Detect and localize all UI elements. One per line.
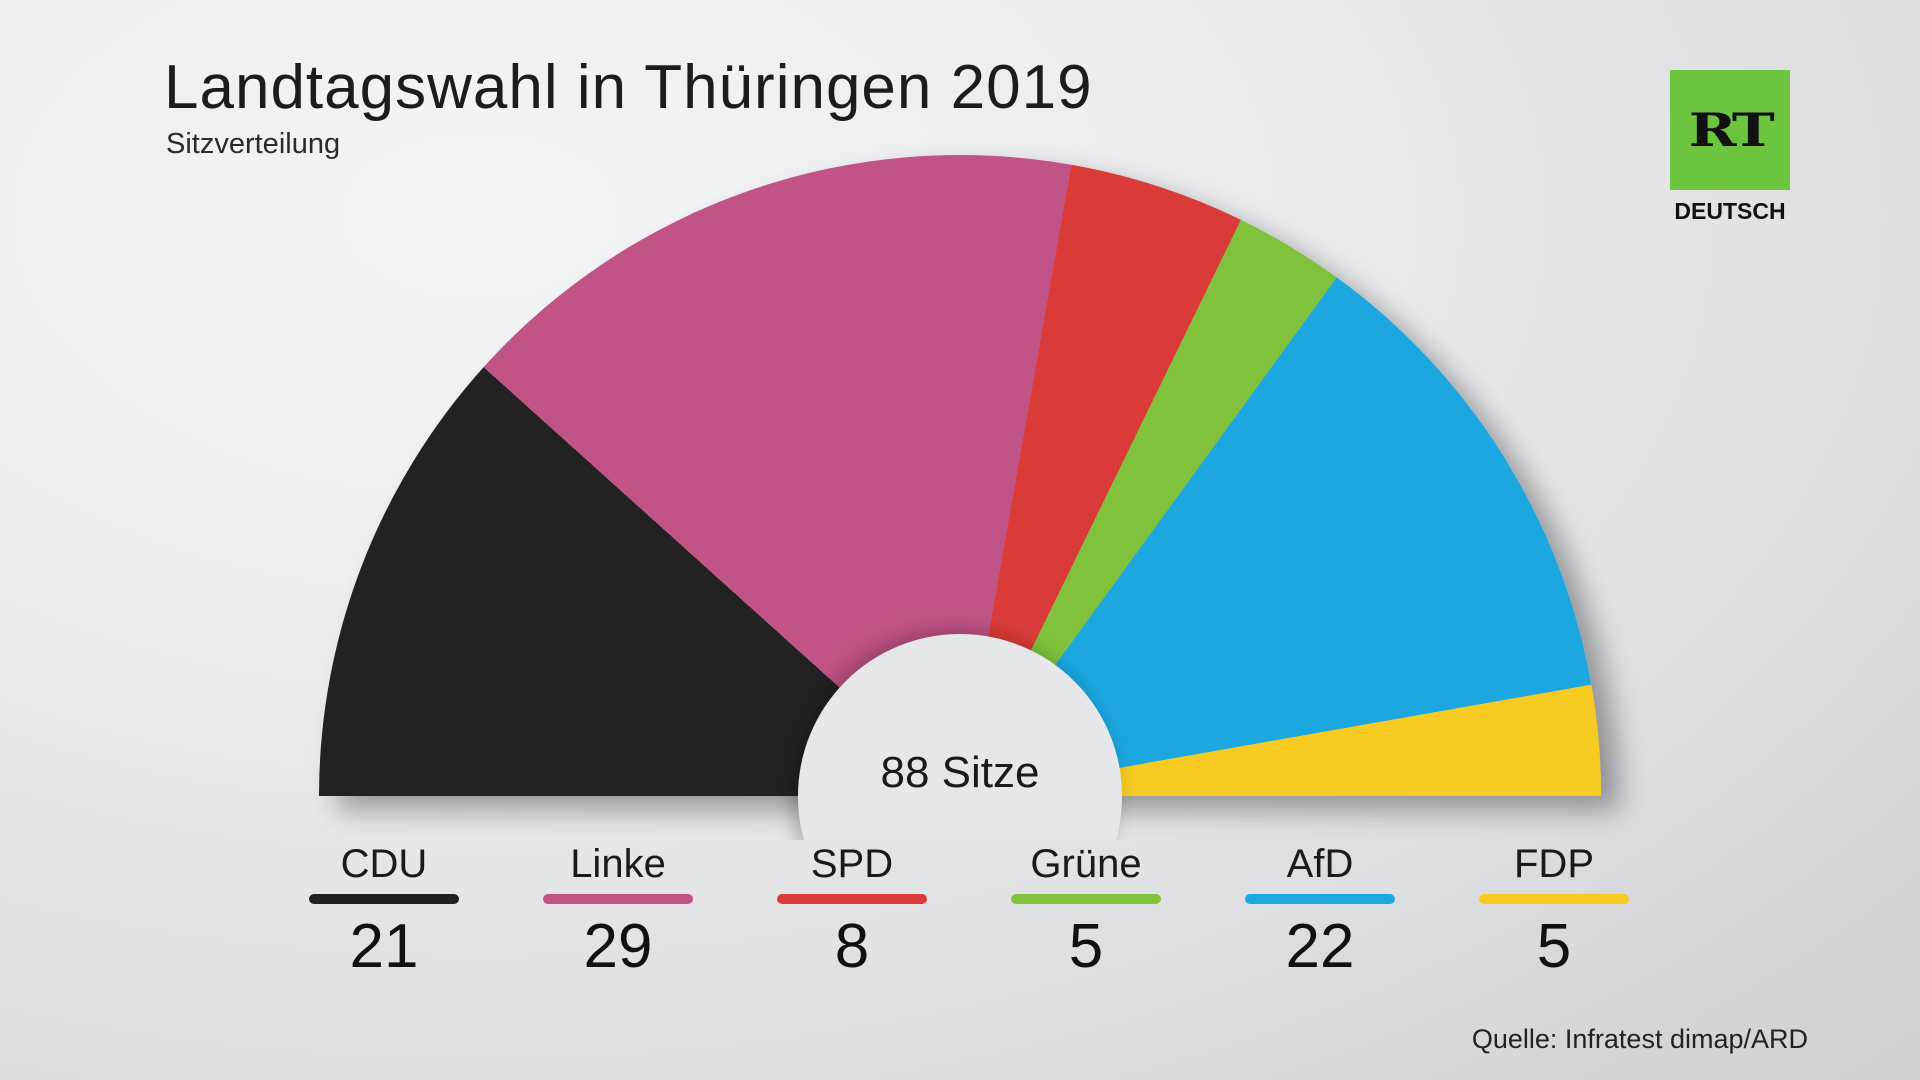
legend-label: Grüne (1030, 842, 1142, 886)
legend-seat-count: 29 (583, 912, 653, 981)
chart-title: Landtagswahl in Thüringen 2019 (164, 53, 1093, 122)
legend-label: CDU (340, 842, 428, 886)
slice-grüne (960, 219, 1337, 796)
legend-item-grüne: Grüne 5 (1011, 840, 1161, 982)
legend-color-bar (543, 894, 693, 904)
slice-afd (960, 277, 1592, 796)
logo-mark: RT (1688, 103, 1775, 157)
legend-item-linke: Linke 29 (543, 840, 693, 982)
legend-label: SPD (810, 842, 894, 886)
legend-item-fdp: FDP 5 (1479, 840, 1629, 982)
legend-seat-count: 5 (1068, 912, 1104, 981)
seat-slices (319, 155, 1601, 797)
legend-seat-count: 22 (1285, 912, 1355, 981)
legend: CDU 21 Linke 29 SPD 8 Grüne 5 AfD 22 FDP 5 (0, 840, 1920, 990)
slice-spd (960, 164, 1241, 797)
legend-item-cdu: CDU 21 (309, 840, 459, 982)
legend-item-spd: SPD 8 (777, 840, 927, 982)
seat-chart (319, 155, 1601, 840)
legend-item-afd: AfD 22 (1245, 840, 1395, 982)
legend-label: FDP (1514, 842, 1594, 886)
slice-linke (483, 155, 1072, 797)
slice-cdu (319, 367, 960, 796)
legend-label: AfD (1286, 842, 1354, 886)
source-note: Quelle: Infratest dimap/ARD (1471, 1024, 1808, 1054)
legend-seat-count: 5 (1536, 912, 1572, 981)
legend-seat-count: 21 (349, 912, 419, 981)
legend-seat-count: 8 (834, 912, 870, 981)
chart-subtitle: Sitzverteilung (166, 128, 341, 160)
legend-color-bar (1011, 894, 1161, 904)
slice-fdp (960, 684, 1601, 796)
logo-text: DEUTSCH (1674, 198, 1786, 224)
center-hole (798, 634, 1122, 840)
total-seats-label: 88 Sitze (880, 748, 1040, 797)
legend-color-bar (1245, 894, 1395, 904)
logo-box: RT (1670, 70, 1790, 190)
legend-color-bar (777, 894, 927, 904)
legend-label: Linke (570, 842, 666, 886)
rt-deutsch-logo: RT DEUTSCH (1670, 70, 1790, 225)
legend-color-bar (1479, 894, 1629, 904)
legend-color-bar (309, 894, 459, 904)
